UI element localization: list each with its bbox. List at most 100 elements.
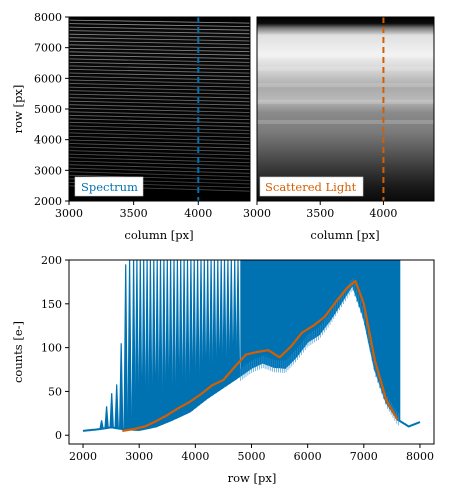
spectrum-trace [69,58,250,63]
spectrum-trace [69,114,250,120]
spectrum-trace [69,44,250,49]
spectrum-peak [175,260,180,418]
y-tick-label: 50 [48,385,62,398]
y-tick-label: 0 [55,429,62,442]
spectrum-peak [144,260,150,429]
spectrum-trace [69,153,250,160]
spectrum-trace [69,83,250,88]
spectrum-panel: Spectrum 3000 3500 4000 200030004000500060… [11,11,251,242]
spectrum-peak [229,260,234,382]
scattered-series-line [122,279,399,432]
spectrum-trace [69,79,250,85]
spectrum-trace [69,139,250,146]
y-tick-label: 5000 [34,103,62,116]
spectrum-peak [114,384,119,429]
spectrum-trace [69,104,250,110]
spectrum-peak [225,260,231,385]
scattered-band [257,83,434,88]
x-tick-label: 8000 [406,450,434,463]
spectrum-peak [165,260,170,422]
spectrum-peak [151,260,156,427]
spectrum-trace [69,86,250,92]
spectrum-trace [69,118,250,124]
scattered-band [257,120,434,124]
spectrum-trace [69,97,250,103]
spectrum-peak [127,260,132,430]
spectrum-peak [168,260,173,421]
spectrum-peak [148,260,153,428]
spectrum-peak [158,260,163,425]
scattered-panel: Scattered Light 3000 3500 4000 column [px] [243,16,435,242]
spectrum-peak [202,260,207,401]
spectrum-peak [208,260,214,396]
x-tick-label: 3500 [120,207,148,220]
spectrum-trace [69,23,250,27]
y-tick-label: 100 [41,342,62,355]
x-tick-label: 3000 [55,207,83,220]
spectrum-series [82,260,421,432]
scattered-x-ticks: 3000 3500 4000 [243,201,397,220]
x-tick-label: 3500 [306,207,334,220]
spectrum-peak [198,260,204,403]
spectrum-trace [69,150,250,156]
spectrum-peak [141,260,146,430]
spectrum-trace [69,30,250,35]
x-tick-label: 2000 [69,450,97,463]
spectrum-trace [69,40,250,45]
spectrum-trace [69,107,250,113]
scattered-legend-box [259,176,364,197]
y-tick-label: 200 [41,254,62,267]
spectrum-peak [138,260,143,430]
spectrum-trace [69,19,250,24]
x-tick-label: 6000 [294,450,322,463]
spectrum-trace [69,136,250,142]
spectrum-trace [69,157,250,163]
spectrum-peak [109,393,114,428]
x-tick-label: 7000 [350,450,378,463]
x-tick-label: 4000 [369,207,397,220]
counts-panel: 2000 3000 4000 5000 6000 7000 8000 0 50 100 150 20… [11,254,435,485]
spectrum-trace [69,54,250,60]
spectrum-dense-region [240,260,401,422]
y-tick-label: 150 [41,298,62,311]
spectrum-peak [192,260,197,409]
spectrum-trace [69,146,250,153]
y-tick-label: 8000 [34,11,62,24]
spectrum-peak [185,260,190,413]
spectrum-trace [69,129,250,135]
scattered-band [257,66,434,71]
y-tick-label: 2000 [34,195,62,208]
scattered-legend: Scattered Light [259,176,364,197]
y-tick-label: 4000 [34,134,62,147]
spectrum-trace [69,160,250,167]
spectrum-peak [188,260,194,411]
spectrum-peak [195,260,200,406]
scattered-bands [257,53,434,124]
spectrum-trace [69,100,250,106]
spectrum-trace [69,37,250,42]
counts-y-ticks: 0 50 100 150 200 [41,254,69,442]
spectrum-trace [69,51,250,56]
spectrum-peak [178,260,183,416]
counts-x-ticks: 2000 3000 4000 5000 6000 7000 8000 [69,444,434,463]
spectrum-y-label: row [px] [11,85,25,134]
counts-x-label: row [px] [228,471,277,485]
spectrum-peak [171,260,177,419]
spectrum-trace [69,164,250,171]
spectrum-trace [69,33,250,38]
spectrum-trace [69,72,250,78]
scattered-series [122,279,399,432]
spectrum-legend-text: Spectrum [81,180,138,194]
spectrum-peak [181,260,187,415]
spectrum-peak [215,260,220,391]
spectrum-peak [134,260,140,430]
scattered-x-label: column [px] [310,228,379,242]
spectrum-trace [69,132,250,138]
x-tick-label: 3000 [243,207,271,220]
spectrum-trace [69,174,250,181]
spectrum-peak [205,260,210,398]
spectrum-trace [69,47,250,53]
spectrum-peak [212,260,217,394]
counts-y-label: counts [e-] [11,321,25,383]
spectrum-peak [232,260,237,380]
